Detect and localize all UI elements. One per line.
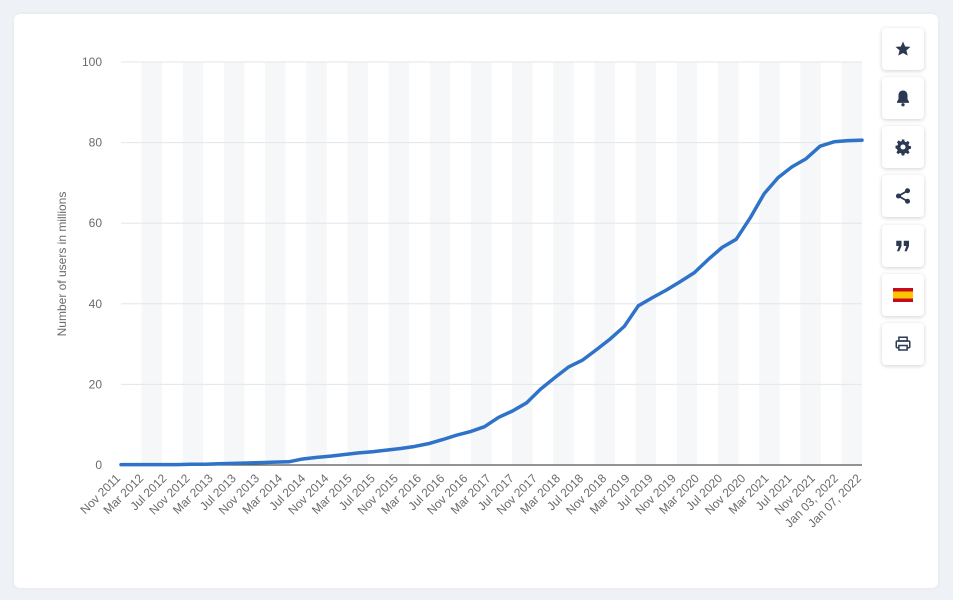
y-tick-label: 100: [82, 55, 102, 69]
background-band: [779, 62, 801, 465]
quote-icon: [896, 240, 909, 252]
background-band: [594, 62, 615, 465]
background-band: [573, 62, 595, 465]
share-icon: [895, 188, 911, 204]
background-band: [738, 62, 760, 465]
background-band: [615, 62, 636, 465]
spain-flag-icon: [893, 288, 913, 302]
background-band: [265, 62, 286, 465]
y-axis-ticks: 0 20 40 60 80 100: [82, 55, 102, 472]
language-button[interactable]: [882, 274, 924, 316]
gridlines: [121, 61, 862, 466]
background-band: [512, 62, 533, 465]
settings-button[interactable]: [882, 126, 924, 168]
background-band: [450, 62, 471, 465]
background-band: [635, 62, 657, 465]
bell-icon: [897, 90, 909, 107]
y-tick-label: 20: [89, 377, 103, 391]
background-band: [491, 62, 513, 465]
background-band: [182, 62, 204, 465]
background-band: [470, 62, 492, 465]
cite-button[interactable]: [882, 225, 924, 267]
background-band: [841, 62, 862, 465]
background-band: [656, 62, 677, 465]
background-band: [285, 62, 307, 465]
background-band: [759, 62, 780, 465]
star-icon: [895, 41, 911, 56]
y-tick-label: 40: [89, 297, 103, 311]
gear-icon: [895, 139, 912, 156]
background-band: [409, 62, 430, 465]
background-band: [306, 62, 327, 465]
background-band: [553, 62, 574, 465]
print-button[interactable]: [882, 323, 924, 365]
background-band: [368, 62, 389, 465]
notification-button[interactable]: [882, 77, 924, 119]
share-button[interactable]: [882, 175, 924, 217]
print-icon: [895, 336, 911, 351]
series-line: [119, 138, 864, 467]
y-axis-label: Number of users in millions: [55, 192, 69, 337]
background-band: [800, 62, 821, 465]
background-band: [141, 62, 163, 465]
background-band: [326, 62, 348, 465]
background-band: [162, 62, 183, 465]
background-bands: [121, 62, 862, 465]
background-band: [429, 62, 451, 465]
background-band: [717, 62, 739, 465]
background-band: [532, 62, 554, 465]
background-band: [676, 62, 698, 465]
background-band: [244, 62, 266, 465]
background-band: [388, 62, 410, 465]
y-tick-label: 60: [89, 216, 103, 230]
background-band: [347, 62, 368, 465]
background-band: [203, 62, 224, 465]
background-band: [697, 62, 718, 465]
background-band: [223, 62, 245, 465]
y-tick-label: 0: [95, 458, 102, 472]
favorite-button[interactable]: [882, 28, 924, 70]
background-band: [121, 62, 142, 465]
y-tick-label: 80: [89, 136, 103, 150]
background-band: [820, 62, 842, 465]
